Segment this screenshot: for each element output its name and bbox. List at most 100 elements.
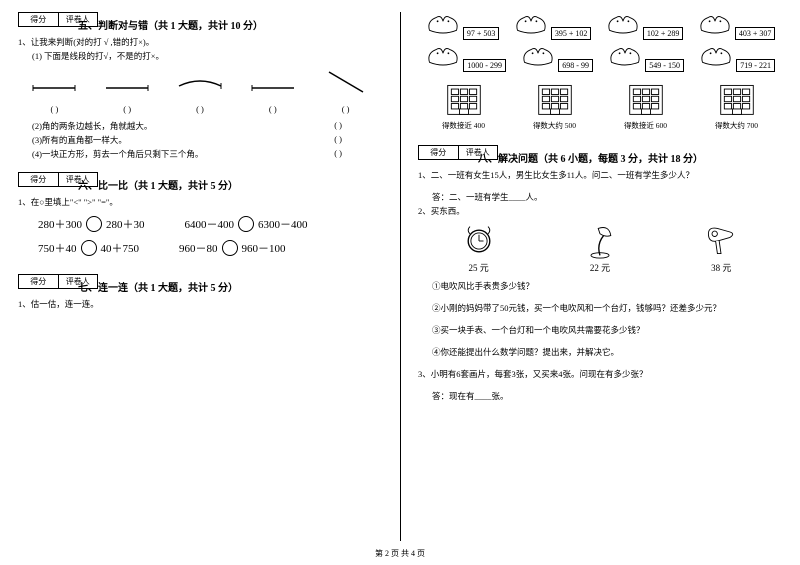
paren: ( )	[123, 104, 131, 114]
paren: ( )	[334, 134, 342, 146]
bird-icon	[425, 12, 461, 36]
left-column: 得分 评卷人 五、判断对与错（共 1 大题，共计 10 分） 1、让我来判断(对…	[0, 0, 400, 565]
price: 22 元	[581, 261, 619, 274]
s8-a3: 答：现在有____张。	[432, 390, 782, 402]
paren: ( )	[269, 104, 277, 114]
bird-item: 395 + 102	[513, 12, 592, 40]
s5-q1-3: (3)所有的直角都一样大。 ( )	[32, 134, 382, 146]
building-item: 得数接近 400	[442, 80, 486, 131]
judge-text: (4)一块正方形，剪去一个角后只剩下三个角。	[32, 148, 203, 160]
building-label: 得数大约 700	[715, 120, 759, 131]
building-icon	[715, 80, 759, 118]
bird-icon	[698, 44, 734, 68]
expr-box: 102 + 289	[643, 27, 684, 40]
judge-text: (2)角的两条边越长，角就越大。	[32, 120, 152, 132]
lamp-item: 22 元	[581, 223, 619, 274]
bird-item: 698 - 99	[520, 44, 593, 72]
expr: 960－100	[242, 240, 286, 256]
judge-text: (3)所有的直角都一样大。	[32, 134, 127, 146]
building-icon	[533, 80, 577, 118]
bird-icon	[605, 12, 641, 36]
bird-item: 1000 - 299	[425, 44, 506, 72]
s8-sub2: ②小刚的妈妈带了50元钱，买一个电吹风和一个台灯，钱够吗？还差多少元？	[432, 302, 782, 314]
s8-sub1: ①电吹风比手表贵多少钱？	[432, 280, 782, 292]
segment-1	[29, 68, 79, 94]
right-column: 97 + 503 395 + 102 102 + 289 403 + 307 1…	[400, 0, 800, 565]
s8-q2: 2、买东西。	[418, 205, 782, 217]
bird-item: 97 + 503	[425, 12, 500, 40]
bird-icon	[425, 44, 461, 68]
s8-q1: 1、二、一班有女生15人，男生比女生多11人。问二、一班有学生多少人？	[418, 169, 782, 181]
bird-icon	[520, 44, 556, 68]
lamp-icon	[581, 223, 619, 259]
paren-row: ( ) ( ) ( ) ( ) ( )	[18, 104, 382, 114]
s5-q1-4: (4)一块正方形，剪去一个角后只剩下三个角。 ( )	[32, 148, 382, 160]
expr: 40＋750	[101, 240, 140, 256]
price: 38 元	[702, 261, 740, 274]
building-row: 得数接近 400 得数大约 500 得数接近 600 得数大约 700	[418, 80, 782, 131]
s6-q1: 1、在○里填上"<" ">" "="。	[18, 196, 382, 208]
section-7-title: 七、连一连（共 1 大题，共计 5 分）	[78, 279, 382, 294]
bird-icon	[697, 12, 733, 36]
expr-box: 403 + 307	[735, 27, 776, 40]
compare-item: 6400－400 6300－400	[185, 216, 308, 232]
expr-box: 97 + 503	[463, 27, 500, 40]
expr: 280＋30	[106, 216, 145, 232]
s5-q1: 1、让我来判断(对的打 √ ,错的打×)。	[18, 36, 382, 48]
s8-a1: 答：二、一班有学生____人。	[432, 191, 782, 203]
expr: 960－80	[179, 240, 218, 256]
section-8-title: 八、解决问题（共 6 小题，每题 3 分，共计 18 分）	[478, 150, 782, 165]
s5-q1-2: (2)角的两条边越长，角就越大。( )	[32, 120, 382, 132]
paren: ( )	[196, 104, 204, 114]
s5-q1-1: (1) 下面是线段的打√，不是的打×。	[32, 50, 382, 62]
price: 25 元	[460, 261, 498, 274]
compare-item: 280＋300 280＋30	[38, 216, 145, 232]
circle-blank	[238, 216, 254, 232]
segment-2	[102, 68, 152, 94]
building-item: 得数接近 600	[624, 80, 668, 131]
expr: 6300－400	[258, 216, 308, 232]
dryer-item: 38 元	[702, 223, 740, 274]
page-footer: 第 2 页 共 4 页	[0, 548, 800, 559]
bird-icon	[513, 12, 549, 36]
building-item: 得数大约 700	[715, 80, 759, 131]
bird-row-1: 97 + 503 395 + 102 102 + 289 403 + 307	[418, 12, 782, 40]
watch-icon	[460, 223, 498, 259]
building-label: 得数接近 600	[624, 120, 668, 131]
expr: 6400－400	[185, 216, 235, 232]
building-label: 得数接近 400	[442, 120, 486, 131]
building-icon	[442, 80, 486, 118]
s8-sub4: ④你还能提出什么数学问题？提出来，并解决它。	[432, 346, 782, 358]
score-label: 得分	[19, 275, 59, 288]
bird-item: 403 + 307	[697, 12, 776, 40]
expr-box: 1000 - 299	[463, 59, 506, 72]
score-label: 得分	[419, 146, 459, 159]
circle-blank	[222, 240, 238, 256]
score-label: 得分	[19, 173, 59, 186]
expr: 750＋40	[38, 240, 77, 256]
bird-row-2: 1000 - 299 698 - 99 549 - 150 719 - 221	[418, 44, 782, 72]
building-icon	[624, 80, 668, 118]
compare-row-2: 750＋40 40＋750 960－80 960－100	[38, 240, 382, 256]
line-segment-row	[18, 68, 382, 98]
bird-item: 719 - 221	[698, 44, 775, 72]
section-5-title: 五、判断对与错（共 1 大题，共计 10 分）	[78, 17, 382, 32]
s7-q1: 1、估一估，连一连。	[18, 298, 382, 310]
s8-sub3: ③买一块手表、一个台灯和一个电吹风共需要花多少钱？	[432, 324, 782, 336]
paren: ( )	[51, 104, 59, 114]
hairdryer-icon	[702, 223, 740, 259]
product-row: 25 元 22 元 38 元	[418, 223, 782, 274]
watch-item: 25 元	[460, 223, 498, 274]
expr-box: 698 - 99	[558, 59, 593, 72]
bird-icon	[607, 44, 643, 68]
expr-box: 549 - 150	[645, 59, 684, 72]
segment-4	[248, 68, 298, 94]
expr-box: 719 - 221	[736, 59, 775, 72]
circle-blank	[81, 240, 97, 256]
building-label: 得数大约 500	[533, 120, 577, 131]
segment-3	[175, 68, 225, 94]
paren: ( )	[334, 148, 342, 160]
compare-item: 960－80 960－100	[179, 240, 286, 256]
s8-q3: 3、小明有6套画片，每套3张，又买来4张。问现在有多少张？	[418, 368, 782, 380]
segment-5	[321, 68, 371, 94]
